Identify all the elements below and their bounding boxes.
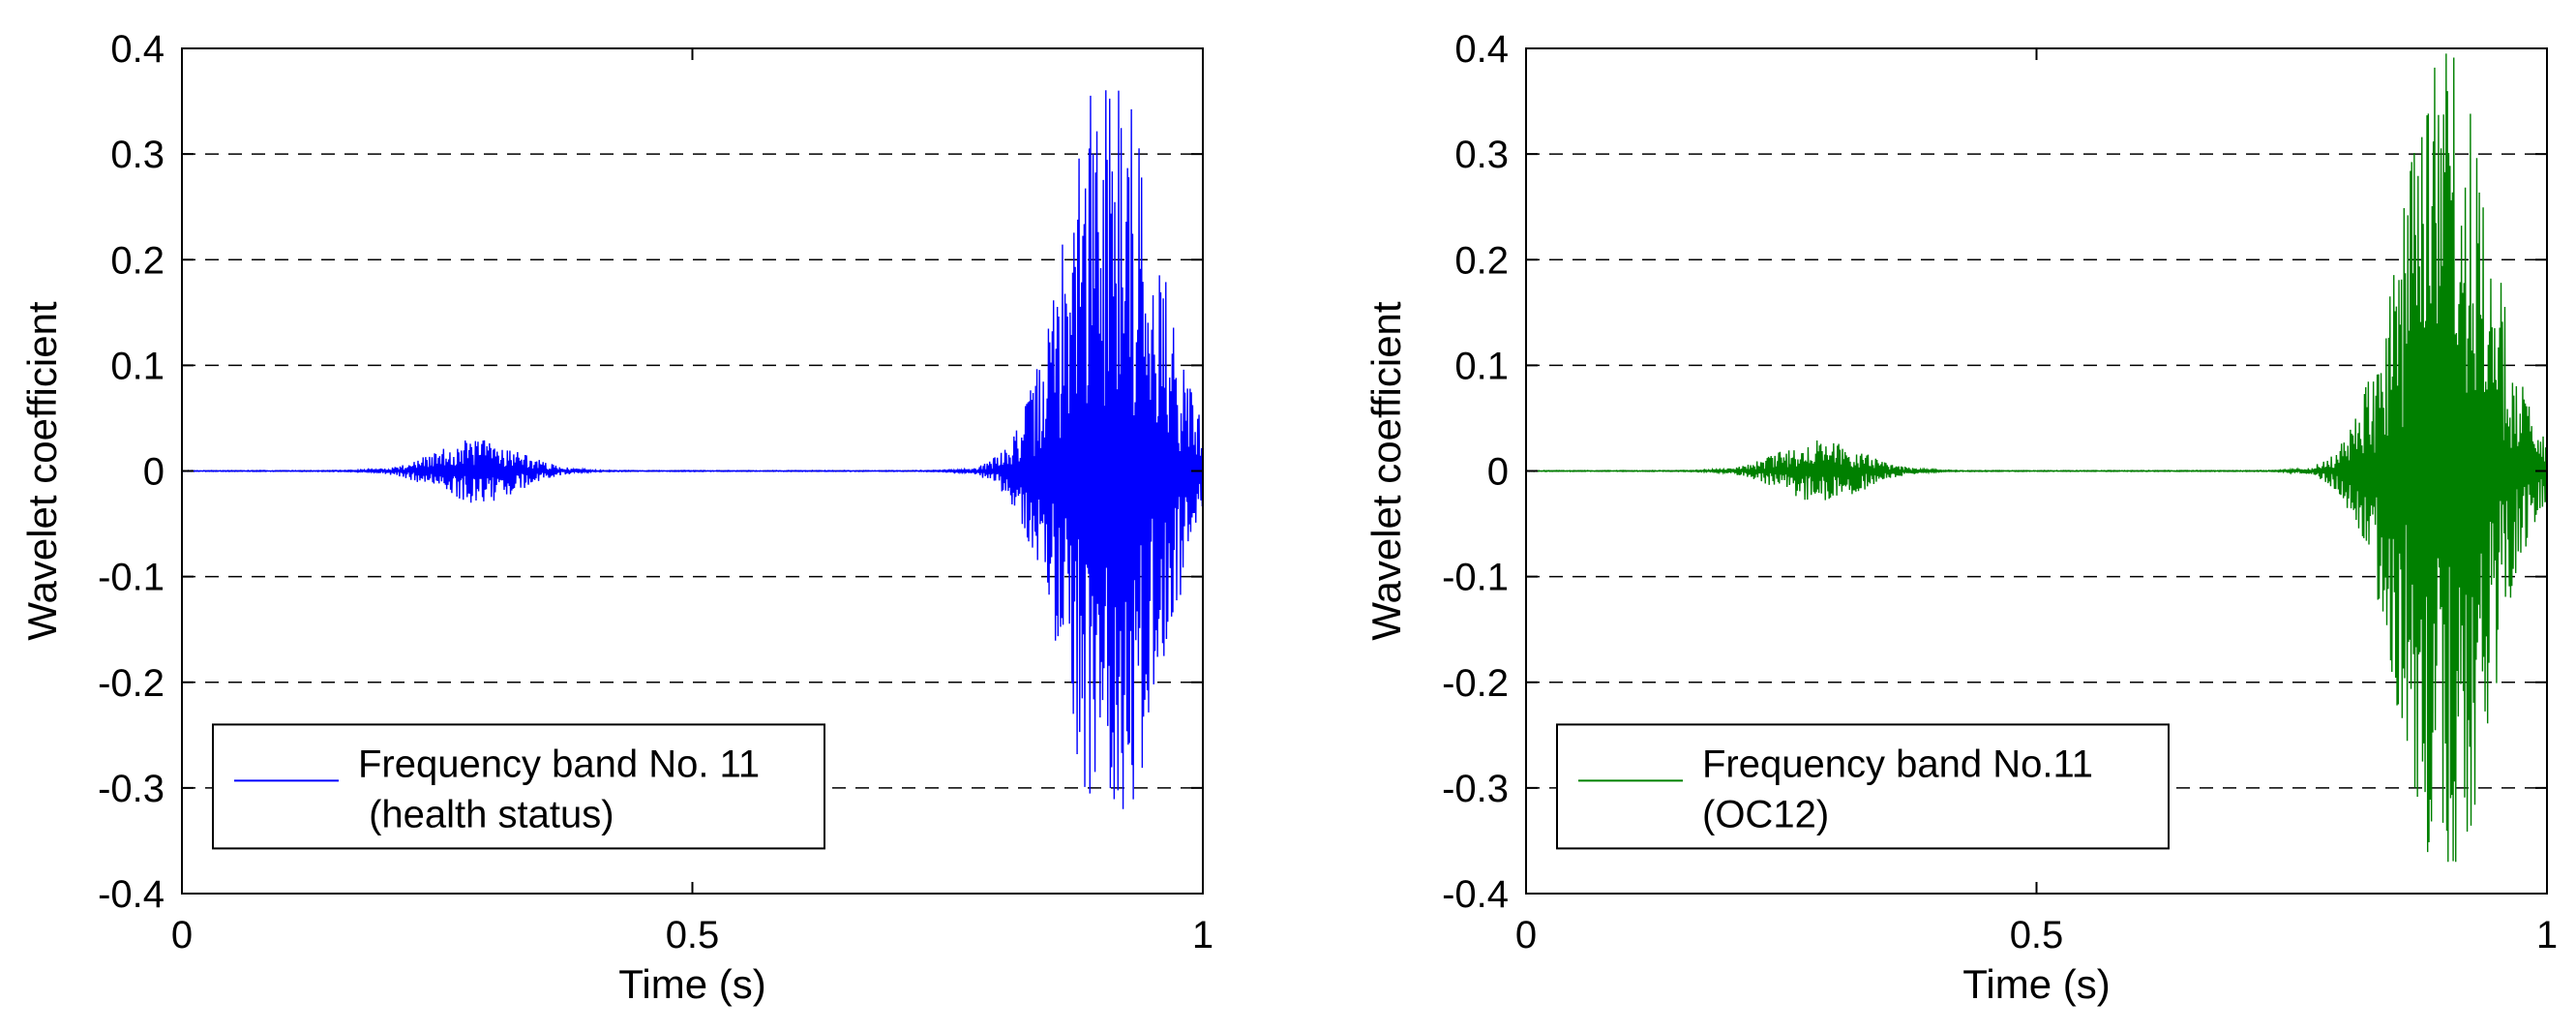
- legend: Frequency band No. 11 (health status): [212, 723, 825, 850]
- axis-ticks: [181, 47, 1204, 895]
- x-tick-labels: 0 0.5 1: [171, 914, 1213, 956]
- legend-label-line2: (OC12): [1702, 793, 1829, 835]
- legend-label: Frequency band No. 11: [358, 743, 760, 785]
- y-tick-label: 0: [143, 451, 165, 494]
- y-axis-label: Wavelet coefficient: [19, 301, 65, 641]
- series-line: [1525, 53, 2548, 863]
- wavelet-trace: [181, 90, 1204, 809]
- y-tick-label: -0.2: [1442, 662, 1509, 705]
- y-tick-label: 0.4: [1454, 28, 1509, 71]
- legend-box: [212, 723, 825, 850]
- y-tick-labels: 0.4 0.3 0.2 0.1 0 -0.1 -0.2 -0.3 -0.4: [98, 28, 165, 916]
- chart-left: 0.4 0.3 0.2 0.1 0 -0.1 -0.2 -0.3 -0.4 0 …: [19, 28, 1213, 1007]
- y-tick-label: -0.4: [1442, 873, 1509, 916]
- x-tick-label: 0: [1515, 914, 1537, 956]
- chart-right: 0.4 0.3 0.2 0.1 0 -0.1 -0.2 -0.3 -0.4 0 …: [1363, 28, 2558, 1007]
- y-tick-label: 0.4: [110, 28, 165, 71]
- y-tick-label: -0.4: [98, 873, 165, 916]
- x-tick-label: 1: [2536, 914, 2558, 956]
- y-tick-labels: 0.4 0.3 0.2 0.1 0 -0.1 -0.2 -0.3 -0.4: [1442, 28, 1509, 916]
- x-tick-label: 1: [1192, 914, 1213, 956]
- wavelet-trace: [1525, 53, 2548, 863]
- y-tick-label: -0.3: [98, 768, 165, 810]
- legend-label: Frequency band No.11: [1702, 743, 2093, 785]
- series-line: [181, 90, 1204, 809]
- axis-ticks: [1525, 47, 2548, 895]
- y-tick-label: 0.2: [110, 239, 165, 282]
- y-tick-label: 0.3: [110, 134, 165, 176]
- x-tick-label: 0.5: [666, 914, 720, 956]
- x-tick-label: 0.5: [2010, 914, 2064, 956]
- x-tick-labels: 0 0.5 1: [1515, 914, 2558, 956]
- x-axis-label: Time (s): [1962, 961, 2110, 1007]
- legend-box: [1556, 723, 2170, 850]
- y-tick-label: -0.1: [1442, 557, 1509, 599]
- y-tick-label: 0.1: [110, 345, 165, 387]
- y-axis-label: Wavelet coefficient: [1363, 301, 1409, 641]
- y-tick-label: -0.3: [1442, 768, 1509, 810]
- y-tick-label: 0.2: [1454, 239, 1509, 282]
- y-tick-label: 0.3: [1454, 134, 1509, 176]
- y-tick-label: 0.1: [1454, 345, 1509, 387]
- y-tick-label: -0.2: [98, 662, 165, 705]
- y-tick-label: -0.1: [98, 557, 165, 599]
- legend: Frequency band No.11 (OC12): [1556, 723, 2170, 850]
- x-axis-label: Time (s): [618, 961, 765, 1007]
- y-tick-label: 0: [1487, 451, 1509, 494]
- x-tick-label: 0: [171, 914, 193, 956]
- legend-label-line2: (health status): [358, 793, 614, 835]
